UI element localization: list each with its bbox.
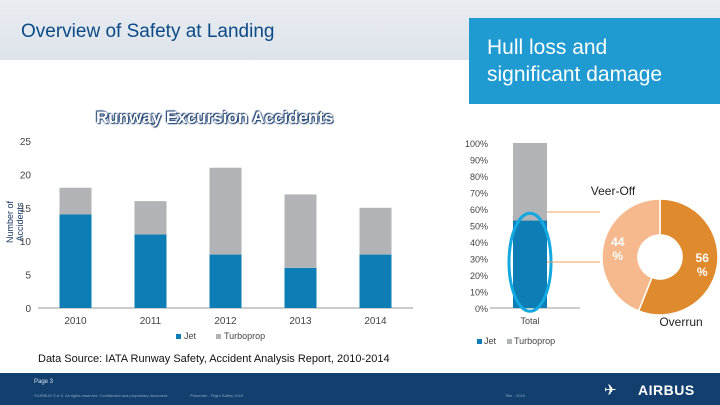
footer-presenter: Presenter - Flight Safety 2015: [190, 393, 244, 398]
chart1-bar-2012-turboprop: [209, 167, 242, 255]
chart2-y-tick-label: 40%: [470, 238, 488, 248]
chart1-y-tick-label: 10: [20, 237, 32, 248]
donut-data-label-overrun: 56%: [696, 251, 710, 279]
source-note: Data Source: IATA Runway Safety, Acciden…: [38, 353, 390, 365]
chart2-y-tick-label: 10%: [470, 288, 488, 298]
chart1-bar-2013-turboprop: [284, 194, 317, 268]
chart1-y-tick-label: 5: [25, 271, 31, 282]
chart2-y-tick-label: 0%: [475, 304, 488, 314]
chart1-x-tick-label: 2013: [289, 316, 312, 327]
donut-category-label-veer-off: Veer-Off: [591, 184, 636, 198]
donut-slice-veer-off: [601, 198, 661, 312]
chart2-legend-label-turboprop: Turboprop: [514, 336, 555, 346]
chart2-y-tick-label: 50%: [470, 222, 488, 232]
chart2-bar-total-jet: [513, 220, 547, 308]
chart1-bar-2014-turboprop: [359, 207, 392, 255]
chart1-bar-2011-turboprop: [134, 201, 167, 235]
chart2-legend-label-jet: Jet: [484, 336, 497, 346]
chart1-legend-swatch-jet: [176, 334, 181, 339]
chart2-legend-swatch-turboprop: [507, 339, 512, 344]
airbus-logo: AIRBUS: [638, 382, 695, 398]
donut-data-label-veer-off: 44%: [611, 235, 625, 263]
chart1-bar-2012-jet: [209, 254, 242, 308]
chart2-y-tick-label: 30%: [470, 255, 488, 265]
chart2-y-tick-label: 90%: [470, 156, 488, 166]
airbus-logo-icon: ✈: [604, 382, 617, 399]
chart1-bar-2011-jet: [134, 234, 167, 308]
chart1-y-tick-label: 25: [20, 137, 32, 148]
chart1-legend-swatch-turboprop: [216, 334, 221, 339]
chart1-y-tick-label: 20: [20, 170, 32, 181]
chart1-bar-2010-jet: [59, 214, 92, 308]
banner-text: Hull loss and significant damage: [487, 36, 663, 86]
chart1-bar-2010-turboprop: [59, 187, 92, 215]
footer-bar: Page 3 ©AIRBUS S.A.S. All rights reserve…: [0, 373, 720, 405]
chart1-x-tick-label: 2010: [64, 316, 87, 327]
chart1-x-tick-label: 2014: [364, 316, 387, 327]
chart1-y-tick-label: 0: [25, 304, 31, 315]
chart2-y-tick-label: 20%: [470, 271, 488, 281]
footer-date: Title - 2015: [505, 393, 525, 398]
chart2-y-tick-label: 70%: [470, 189, 488, 199]
page-title: Overview of Safety at Landing: [21, 21, 275, 42]
footer-confidential: ©AIRBUS S.A.S. All rights reserved. Conf…: [34, 393, 169, 398]
chart2-y-tick-label: 60%: [470, 205, 488, 215]
chart2-y-tick-label: 80%: [470, 172, 488, 182]
chart2-y-tick-label: 100%: [465, 139, 488, 149]
footer-page-number: Page 3: [34, 379, 54, 385]
chart1-legend-label-turboprop: Turboprop: [224, 331, 265, 341]
chart1-x-tick-label: 2012: [214, 316, 237, 327]
chart1-bar-2013-jet: [284, 267, 317, 308]
chart1-x-tick-label: 2011: [140, 316, 162, 327]
chart1-legend-label-jet: Jet: [184, 331, 197, 341]
chart1-bar-2014-jet: [359, 254, 392, 308]
chart-subtitle: Runway Excursion Accidents: [96, 108, 334, 127]
chart2-bar-total-turboprop: [513, 143, 547, 221]
chart1-y-tick-label: 15: [20, 204, 32, 215]
chart2-legend-swatch-jet: [477, 339, 482, 344]
donut-slice-overrun: [637, 198, 719, 316]
chart2-x-tick-label: Total: [520, 316, 539, 326]
highlight-banner: Hull loss and significant damage: [469, 18, 720, 104]
donut-category-label-overrun: Overrun: [659, 315, 702, 329]
